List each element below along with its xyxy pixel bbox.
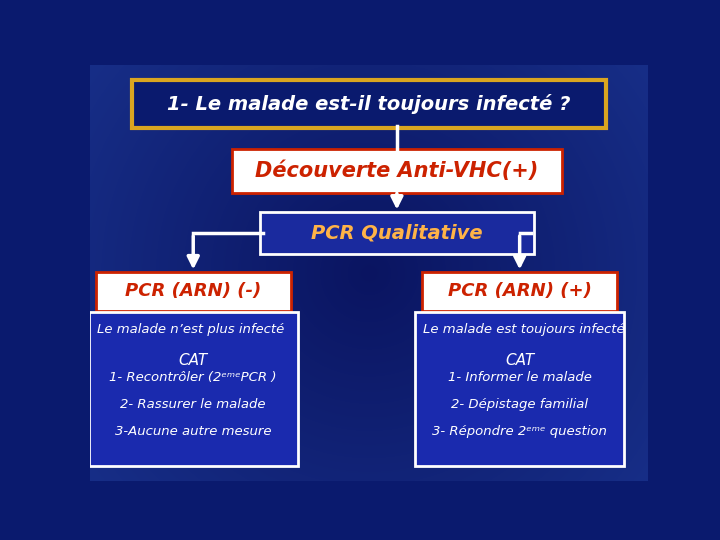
FancyBboxPatch shape	[89, 312, 298, 466]
FancyBboxPatch shape	[422, 272, 617, 310]
Text: 2- Rassurer le malade: 2- Rassurer le malade	[120, 399, 266, 411]
Text: CAT: CAT	[505, 353, 534, 368]
Text: Le malade n’est plus infecté: Le malade n’est plus infecté	[97, 323, 284, 336]
Text: PCR Qualitative: PCR Qualitative	[311, 224, 482, 242]
Text: CAT: CAT	[179, 353, 208, 368]
FancyBboxPatch shape	[415, 312, 624, 466]
Text: 1- Le malade est-il toujours infecté ?: 1- Le malade est-il toujours infecté ?	[167, 94, 571, 114]
Text: 3- Répondre 2ᵉᵐᵉ question: 3- Répondre 2ᵉᵐᵉ question	[432, 426, 607, 438]
Text: 1- Recontrôler (2ᵉᵐᵉPCR ): 1- Recontrôler (2ᵉᵐᵉPCR )	[109, 371, 277, 384]
FancyBboxPatch shape	[233, 149, 562, 193]
Text: Découverte Anti-VHC(+): Découverte Anti-VHC(+)	[256, 160, 539, 181]
Text: 2- Dépistage familial: 2- Dépistage familial	[451, 399, 588, 411]
FancyBboxPatch shape	[96, 272, 291, 310]
Text: 3-Aucune autre mesure: 3-Aucune autre mesure	[115, 426, 271, 438]
Text: PCR (ARN) (-): PCR (ARN) (-)	[125, 282, 261, 300]
FancyBboxPatch shape	[132, 80, 606, 128]
Text: Le malade est toujours infecté: Le malade est toujours infecté	[423, 323, 625, 336]
Text: PCR (ARN) (+): PCR (ARN) (+)	[448, 282, 592, 300]
FancyBboxPatch shape	[260, 212, 534, 254]
Text: 1- Informer le malade: 1- Informer le malade	[448, 371, 592, 384]
